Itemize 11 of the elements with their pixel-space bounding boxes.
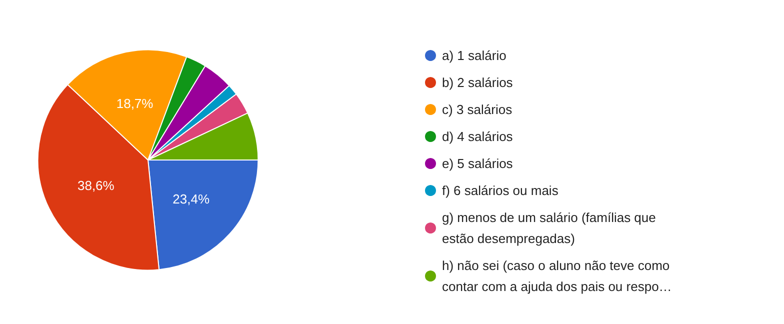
- data-label: 23,4%: [172, 191, 210, 206]
- legend-label: d) 4 salários: [442, 129, 514, 144]
- legend-label: g) menos de um salário (famílias que estão desempregadas): [442, 210, 660, 246]
- legend-label: f) 6 salários ou mais: [442, 183, 559, 198]
- legend-label: h) não sei (caso o aluno não teve como contar com a ajuda dos pais ou respo…: [442, 258, 674, 294]
- data-label: 18,7%: [116, 96, 154, 111]
- data-label: 38,6%: [77, 178, 115, 194]
- legend-label: a) 1 salário: [442, 48, 506, 63]
- legend-label: c) 3 salários: [442, 102, 513, 117]
- legend-label: b) 2 salários: [442, 75, 514, 90]
- legend-label: e) 5 salários: [442, 156, 514, 171]
